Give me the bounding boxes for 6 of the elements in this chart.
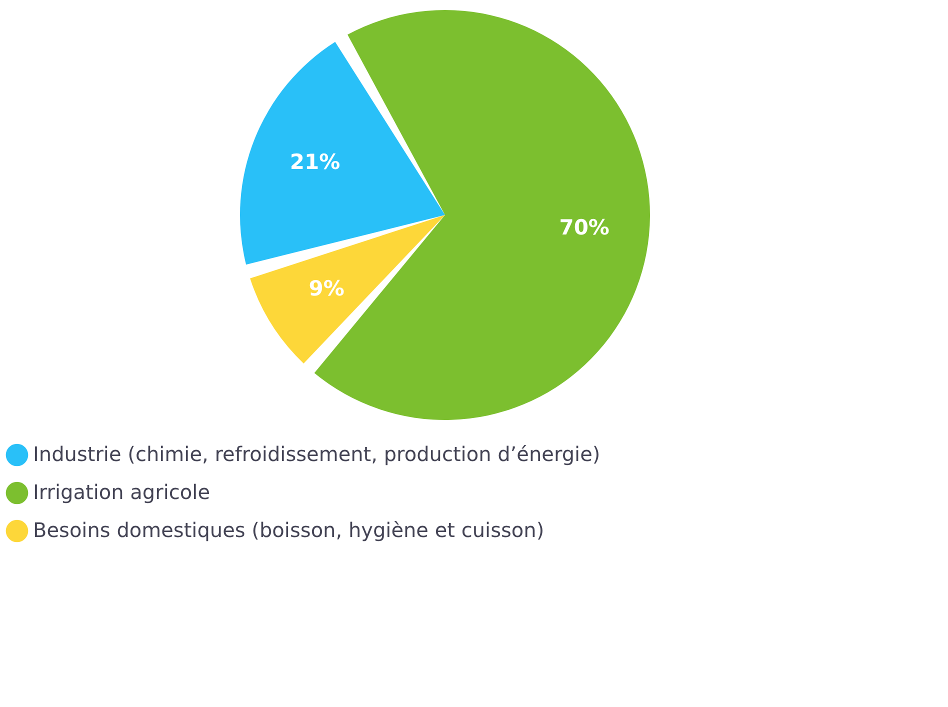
legend-label: Irrigation agricole — [33, 480, 210, 504]
data-label: 21% — [290, 150, 340, 174]
data-label: 9% — [308, 276, 344, 301]
legend-label: Besoins domestiques (boisson, hygiène et cuisson) — [33, 518, 544, 542]
data-label: 70% — [559, 216, 610, 240]
legend-label: Industrie (chimie, refroidissement, production d’énergie) — [33, 442, 600, 466]
